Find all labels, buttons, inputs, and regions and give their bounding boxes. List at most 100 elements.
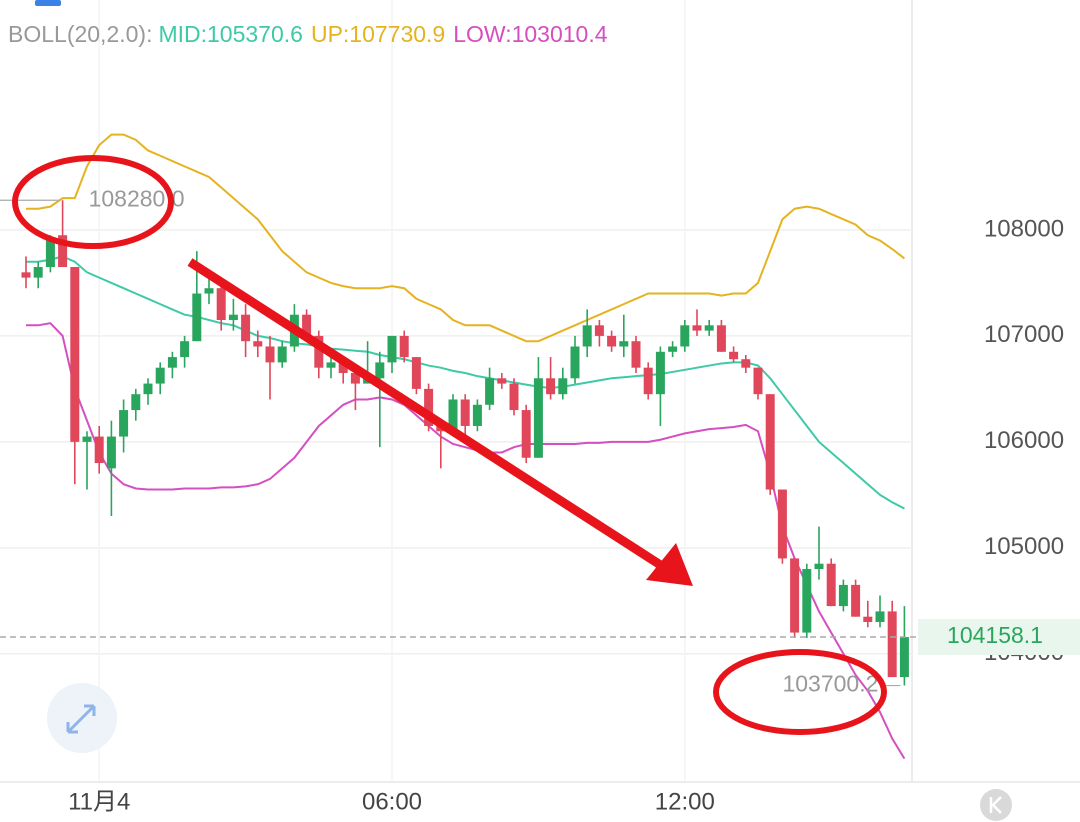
candle-body xyxy=(826,563,836,607)
last-price-box xyxy=(918,619,1080,656)
candle-body xyxy=(155,367,165,384)
candle-body xyxy=(338,362,348,373)
candle-body xyxy=(302,314,312,336)
candle-body xyxy=(326,362,336,368)
candle-body xyxy=(192,293,202,342)
candle-body xyxy=(314,335,324,368)
candle-body xyxy=(82,436,92,442)
candle-body xyxy=(472,404,482,426)
candle-body xyxy=(253,341,263,347)
candle-body xyxy=(729,351,739,360)
candle-body xyxy=(265,346,275,363)
candle-body xyxy=(94,436,104,464)
candle-body xyxy=(875,611,885,622)
candle-body xyxy=(143,383,153,395)
legend-entry: MID:105370.6 xyxy=(158,21,302,47)
band-line xyxy=(26,133,906,343)
x-tick-label: 12:00 xyxy=(655,788,715,815)
candle-body xyxy=(704,325,714,331)
candle-body xyxy=(814,563,824,570)
candle-body xyxy=(692,325,702,331)
candle-body xyxy=(521,410,531,458)
legend-entry: LOW:103010.4 xyxy=(453,21,608,47)
candle-body xyxy=(863,616,873,622)
candle-body xyxy=(33,267,43,278)
candle-body xyxy=(887,611,897,678)
candle-body xyxy=(594,325,604,336)
expand-button[interactable] xyxy=(47,683,117,753)
last-price-label: 104158.1 xyxy=(947,622,1043,648)
candle-body xyxy=(424,388,434,426)
legend-entry: UP:107730.9 xyxy=(311,21,445,47)
indicator-label: BOLL(20,2.0): xyxy=(8,21,152,47)
candle-body xyxy=(790,558,800,633)
candle-body xyxy=(106,436,116,469)
candle-body xyxy=(277,346,287,363)
candle-body xyxy=(643,367,653,395)
candle-body xyxy=(460,399,470,426)
candle-body xyxy=(533,378,543,458)
k-button[interactable] xyxy=(980,789,1012,821)
candle-body xyxy=(741,359,751,368)
candle-body xyxy=(45,240,55,268)
candle-body xyxy=(70,267,80,442)
k-button-bg[interactable] xyxy=(980,789,1012,821)
candle-body xyxy=(546,378,556,395)
candle-body xyxy=(668,346,678,352)
candle-body xyxy=(802,569,812,633)
labels: 10400010500010600010700010800011月406:001… xyxy=(0,21,1080,815)
annotations xyxy=(12,155,887,735)
candle-body xyxy=(167,357,177,368)
candle-body xyxy=(619,341,629,347)
grid xyxy=(0,0,912,782)
candle-body xyxy=(753,367,763,395)
candle-body xyxy=(350,372,360,384)
candle-body xyxy=(411,357,421,389)
top-tab xyxy=(35,0,61,6)
candle-body xyxy=(375,362,385,379)
candle-body xyxy=(228,314,238,321)
y-tick-label: 107000 xyxy=(984,321,1064,348)
candle-body xyxy=(582,325,592,347)
trend-arrow-head xyxy=(646,543,693,586)
highlight-ellipse xyxy=(12,155,174,249)
band-line xyxy=(26,322,906,760)
candle-body xyxy=(21,272,31,278)
trend-arrow xyxy=(187,258,665,570)
candle-body xyxy=(131,394,141,411)
x-tick-label: 11月4 xyxy=(68,788,130,815)
candle-body xyxy=(570,346,580,379)
candle-body xyxy=(777,489,787,559)
x-tick-label: 06:00 xyxy=(362,788,422,815)
candle-body xyxy=(58,235,68,268)
candle-body xyxy=(509,383,519,411)
candle-body xyxy=(216,288,226,321)
bands xyxy=(26,133,906,760)
candle-body xyxy=(241,314,251,342)
candles xyxy=(21,200,909,686)
candle-body xyxy=(607,335,617,347)
candle-body xyxy=(631,341,641,368)
candle-body xyxy=(680,325,690,347)
candle-body xyxy=(448,399,458,432)
price-label: 103700.2 xyxy=(782,671,878,697)
candle-body xyxy=(180,341,190,358)
candle-body xyxy=(899,637,909,678)
expand-icon xyxy=(66,704,96,734)
candle-body xyxy=(655,351,665,395)
y-tick-label: 108000 xyxy=(984,215,1064,242)
candle-body xyxy=(765,394,775,490)
candle-body xyxy=(119,410,129,437)
y-tick-label: 106000 xyxy=(984,427,1064,454)
candle-body xyxy=(399,335,409,358)
candle-body xyxy=(838,584,848,607)
y-tick-label: 105000 xyxy=(984,533,1064,560)
candle-body xyxy=(851,584,861,617)
candle-body xyxy=(497,378,507,384)
k-icon xyxy=(989,796,1002,814)
candle-body xyxy=(716,325,726,352)
candle-body xyxy=(558,378,568,395)
highlight-ellipse xyxy=(713,649,887,735)
